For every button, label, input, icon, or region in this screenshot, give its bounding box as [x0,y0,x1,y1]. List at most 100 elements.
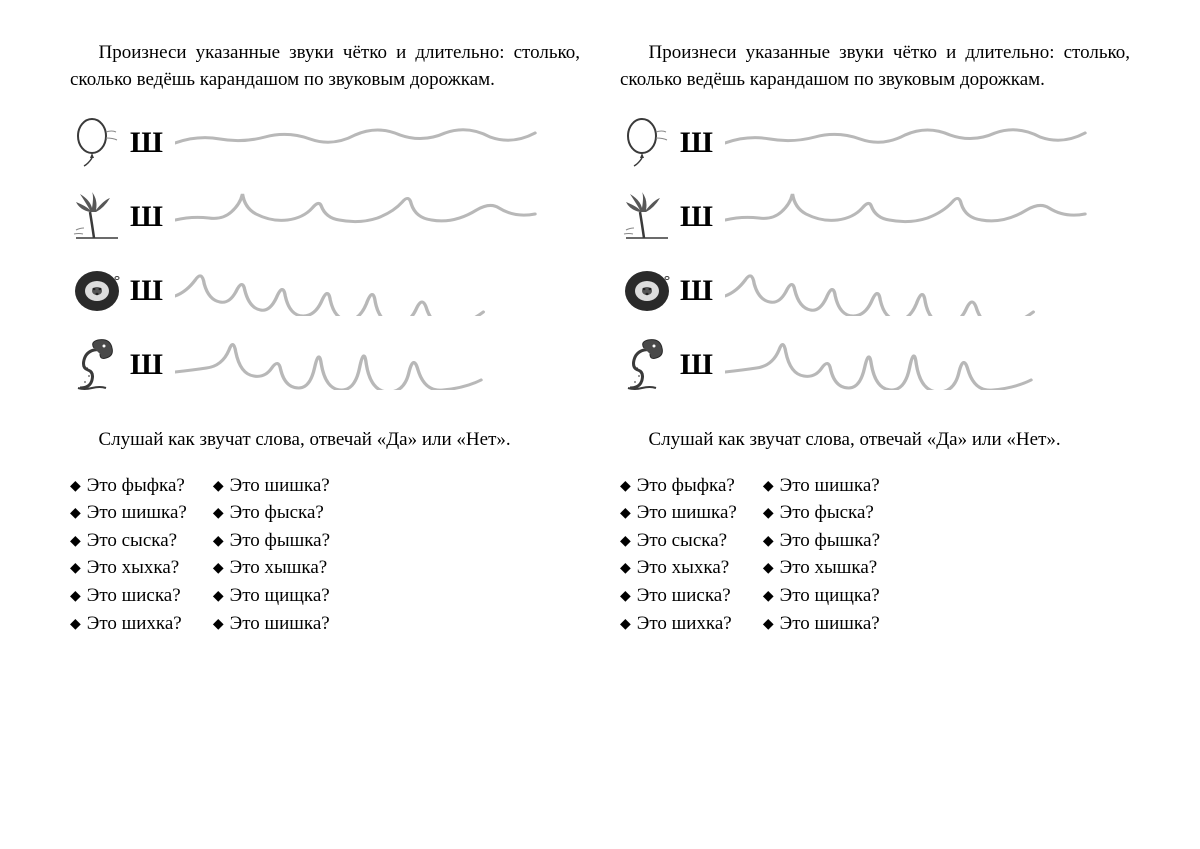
bullet-icon: ◆ [70,507,81,521]
list-item: ◆ Это хыхка? [70,554,187,582]
list-item: ◆Это фыска? [763,499,880,527]
question-columns: ◆Это фыфка? ◆ Это шишка? ◆ Это сыска? ◆ Это… [70,472,580,637]
list-item: ◆ Это шиска? [70,582,187,610]
track-letter: Ш [130,126,163,160]
track-row: Ш [620,263,1130,319]
question-text: Это шишка? [780,610,880,638]
question-text: Это шихка? [87,610,182,638]
question-text: Это сыска? [637,527,727,555]
track-row: Ш [620,189,1130,245]
question-col-2: ◆ Это шишка? ◆Это фыска? ◆ Это фышка? ◆ Это… [763,472,880,637]
bullet-icon: ◆ [70,590,81,604]
question-columns: ◆Это фыфка? ◆Это шишка? ◆Это сыска? ◆Это… [620,472,1130,637]
sound-tracks: Ш Ш Ш Ш [620,115,1130,393]
bullet-icon: ◆ [213,507,224,521]
list-item: ◆ Это щищка? [213,582,330,610]
list-item: ◆ Это шишка? [763,610,880,638]
question-text: Это хыхка? [637,554,729,582]
bullet-icon: ◆ [763,618,774,632]
list-item: ◆ Это шишка? [70,499,187,527]
bullet-icon: ◆ [213,618,224,632]
question-col-1: ◆Это фыфка? ◆Это шишка? ◆Это сыска? ◆Это… [620,472,737,637]
sound-path [725,192,1130,242]
question-text: Это шиска? [637,582,731,610]
question-text: Это щищка? [780,582,880,610]
sound-path [175,266,580,316]
list-item: ◆ Это хышка? [763,554,880,582]
bullet-icon: ◆ [213,590,224,604]
track-row: Ш [70,115,580,171]
question-text: Это шишка? [780,472,880,500]
track-letter: Ш [130,274,163,308]
bullet-icon: ◆ [620,618,631,632]
bullet-icon: ◆ [763,562,774,576]
bullet-icon: ◆ [620,507,631,521]
list-item: ◆Это фыфка? [70,472,187,500]
question-text: Это шихка? [637,610,732,638]
question-col-1: ◆Это фыфка? ◆ Это шишка? ◆ Это сыска? ◆ Это… [70,472,187,637]
track-row: Ш [620,337,1130,393]
bullet-icon: ◆ [763,535,774,549]
track-row: Ш [70,189,580,245]
question-text: Это хыхка? [87,554,179,582]
wind-tree-icon [70,190,124,244]
question-text: Это шишка? [230,472,330,500]
track-letter: Ш [680,274,713,308]
track-letter: Ш [680,348,713,382]
list-item: ◆ Это шишка? [213,610,330,638]
bullet-icon: ◆ [763,480,774,494]
bullet-icon: ◆ [620,562,631,576]
question-text: Это шишка? [87,499,187,527]
list-item: ◆Это сыска? [620,527,737,555]
bullet-icon: ◆ [70,480,81,494]
bullet-icon: ◆ [70,618,81,632]
list-item: ◆Это шишка? [620,499,737,527]
list-item: ◆ Это шихка? [70,610,187,638]
list-item: ◆ Это фыска? [213,499,330,527]
tire-icon [70,264,124,318]
sound-path [175,192,580,242]
worksheet-page-left: Произнеси указанные звуки чётко и длител… [50,40,600,819]
bullet-icon: ◆ [70,535,81,549]
track-letter: Ш [680,126,713,160]
list-item: ◆ Это фышка? [763,527,880,555]
question-text: Это фышка? [230,527,330,555]
sound-path [725,118,1130,168]
list-item: ◆ Это сыска? [70,527,187,555]
sound-path [725,266,1130,316]
bullet-icon: ◆ [763,507,774,521]
question-text: Это сыска? [87,527,177,555]
list-item: ◆ Это фыфка? [620,472,737,500]
question-text: Это щищка? [230,582,330,610]
question-text: Это хышка? [230,554,328,582]
track-letter: Ш [130,200,163,234]
sound-path [175,118,580,168]
bullet-icon: ◆ [620,480,631,494]
sound-path [725,340,1130,390]
snake-icon [620,338,674,392]
bullet-icon: ◆ [763,590,774,604]
question-text: Это фыфка? [637,472,735,500]
track-letter: Ш [680,200,713,234]
list-item: ◆Это шиска? [620,582,737,610]
balloon-icon [70,116,124,170]
instruction-mid: Слушай как звучат слова, отвечай «Да» ил… [620,427,1130,454]
question-text: Это фышка? [780,527,880,555]
list-item: ◆ Это шишка? [763,472,880,500]
list-item: ◆ Это хышка? [213,554,330,582]
instruction-top: Произнеси указанные звуки чётко и длител… [620,40,1130,93]
wind-tree-icon [620,190,674,244]
track-letter: Ш [130,348,163,382]
question-col-2: ◆ Это шишка? ◆ Это фыска? ◆ Это фышка? ◆ Это… [213,472,330,637]
question-text: Это шишка? [230,610,330,638]
worksheet-page-right: Произнеси указанные звуки чётко и длител… [600,40,1150,819]
bullet-icon: ◆ [70,562,81,576]
bullet-icon: ◆ [213,562,224,576]
question-text: Это фыска? [230,499,324,527]
track-row: Ш [70,337,580,393]
track-row: Ш [70,263,580,319]
question-text: Это шиска? [87,582,181,610]
question-text: Это хышка? [780,554,878,582]
list-item: ◆ Это шихка? [620,610,737,638]
list-item: ◆ Это щищка? [763,582,880,610]
